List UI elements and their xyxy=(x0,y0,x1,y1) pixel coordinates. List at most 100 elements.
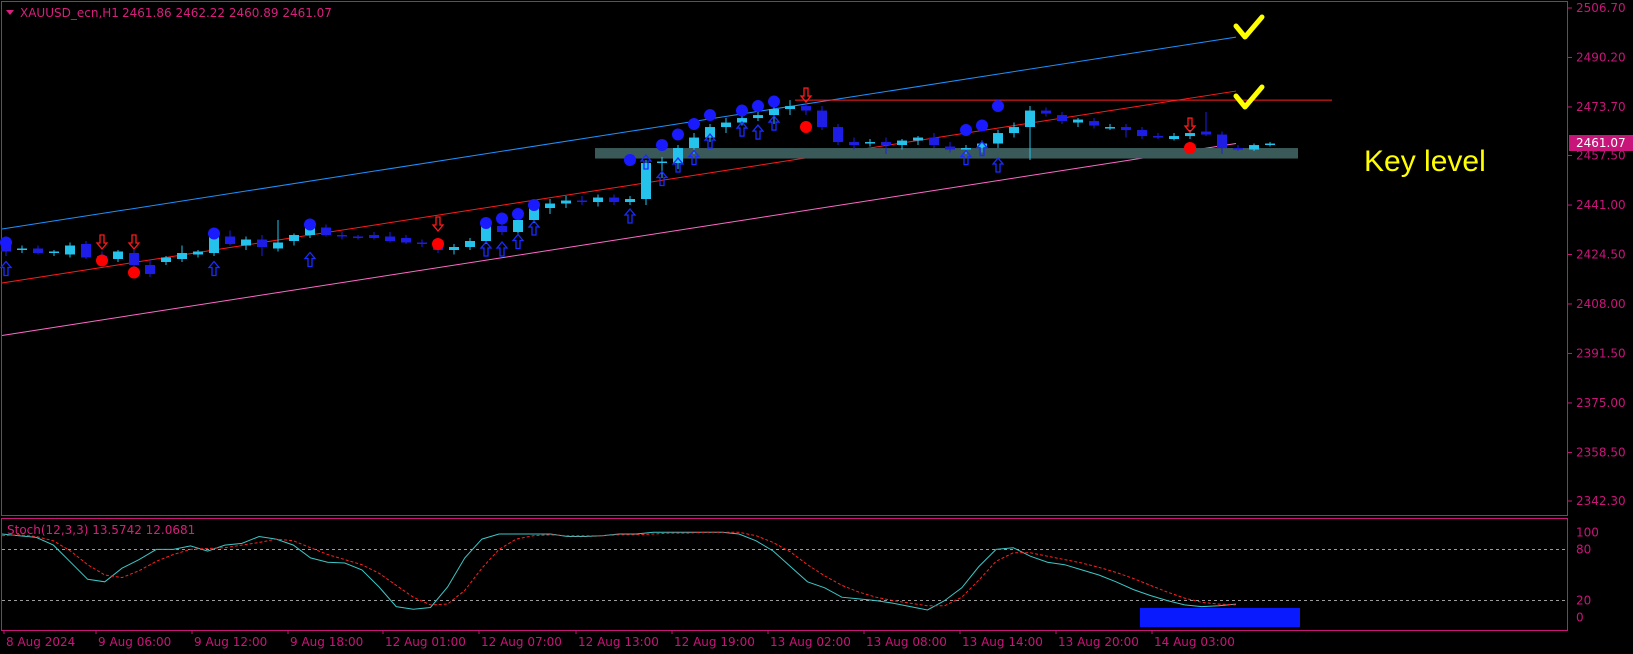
signal-dot xyxy=(736,104,748,117)
candle xyxy=(577,196,587,206)
stoch-tick-label: 80 xyxy=(1576,542,1591,556)
arrow-down-icon xyxy=(1183,117,1197,134)
signal-dot xyxy=(992,100,1004,113)
checkmark-icon xyxy=(1233,84,1265,110)
time-tick-label: 13 Aug 14:00 xyxy=(962,635,1043,649)
arrow-up-icon xyxy=(207,260,221,277)
candle xyxy=(1153,133,1163,140)
signal-dot xyxy=(672,128,684,141)
candlestick-series xyxy=(1,100,1275,277)
candle xyxy=(1121,124,1131,138)
candle xyxy=(737,115,747,126)
time-axis: 8 Aug 2024 9 Aug 06:00 9 Aug 12:00 9 Aug 18… xyxy=(3,630,1235,649)
candle xyxy=(145,258,155,277)
candle xyxy=(721,118,731,134)
candle xyxy=(17,245,27,254)
candle xyxy=(849,137,859,150)
candle xyxy=(449,244,459,255)
candle xyxy=(641,160,651,206)
candle xyxy=(321,224,331,237)
arrow-up-icon xyxy=(959,149,973,166)
candle xyxy=(241,236,251,251)
candle xyxy=(545,199,555,215)
signal-dot xyxy=(752,100,764,113)
signal-dot xyxy=(480,217,492,230)
candle xyxy=(833,124,843,146)
time-tick-label: 12 Aug 19:00 xyxy=(674,635,755,649)
signal-dot xyxy=(528,199,540,212)
candle xyxy=(225,230,235,246)
current-price-tag xyxy=(1569,135,1633,151)
time-tick-label: 8 Aug 2024 xyxy=(6,635,75,649)
price-tick-label: 2375.00 xyxy=(1576,396,1626,410)
arrow-up-icon xyxy=(623,207,637,224)
arrow-up-icon xyxy=(767,115,781,131)
arrow-up-icon xyxy=(687,149,701,166)
candle xyxy=(913,136,923,146)
candle xyxy=(1233,145,1243,152)
arrow-up-icon xyxy=(975,140,989,157)
candle xyxy=(81,241,91,259)
time-tick-label: 14 Aug 03:00 xyxy=(1154,635,1235,649)
candle xyxy=(881,137,891,155)
arrow-down-icon xyxy=(431,216,445,233)
candle xyxy=(353,235,363,240)
time-tick-label: 9 Aug 12:00 xyxy=(194,635,267,649)
time-tick-label: 13 Aug 02:00 xyxy=(770,635,851,649)
candle xyxy=(753,112,763,122)
signal-dot xyxy=(304,218,316,231)
candle xyxy=(1201,112,1211,137)
candle xyxy=(337,232,347,240)
time-tick-label: 13 Aug 08:00 xyxy=(866,635,947,649)
candle xyxy=(561,196,571,209)
signal-dot xyxy=(656,139,668,152)
ohlc-readout: 2461.86 2462.22 2460.89 2461.07 xyxy=(122,6,332,20)
triangle-down-icon[interactable] xyxy=(6,10,14,15)
candle xyxy=(1217,131,1227,155)
arrow-up-icon xyxy=(0,260,13,277)
candle xyxy=(1249,143,1259,152)
price-tick-label: 2342.30 xyxy=(1576,494,1626,508)
candle xyxy=(1009,122,1019,138)
arrow-up-icon xyxy=(671,157,685,173)
candle xyxy=(161,255,171,265)
signal-dot xyxy=(512,208,524,221)
candle xyxy=(417,239,427,248)
channel-line-upper xyxy=(1,36,1237,230)
candle xyxy=(385,232,395,243)
arrow-down-icon xyxy=(95,234,109,251)
candle xyxy=(865,139,875,147)
price-tick-label: 2391.50 xyxy=(1576,346,1626,360)
arrow-up-icon xyxy=(303,251,317,268)
signal-dot xyxy=(0,236,12,249)
candle xyxy=(609,194,619,206)
signal-dot xyxy=(432,238,444,251)
candle xyxy=(1041,107,1051,117)
candle xyxy=(1057,112,1067,125)
candle xyxy=(785,100,795,116)
signal-dot xyxy=(960,124,972,137)
price-tick-label: 2441.00 xyxy=(1576,198,1626,212)
price-tick-label: 2506.70 xyxy=(1576,1,1626,15)
price-tick-label: 2424.50 xyxy=(1576,248,1626,262)
candle xyxy=(33,245,43,255)
signal-dot xyxy=(704,109,716,122)
stoch-signal-line xyxy=(1,531,1237,607)
stoch-axis: 100 80 20 0 xyxy=(1576,525,1599,624)
time-tick-label: 9 Aug 06:00 xyxy=(98,635,171,649)
price-axis: 2506.70 2490.20 2473.70 2457.50 2441.00 2424.… xyxy=(1567,1,1626,508)
price-tick-label: 2358.50 xyxy=(1576,445,1626,459)
candle xyxy=(465,238,475,251)
signal-dot xyxy=(624,154,636,167)
time-tick-label: 13 Aug 20:00 xyxy=(1058,635,1139,649)
price-tick-label: 2457.50 xyxy=(1576,149,1626,163)
arrow-up-icon xyxy=(655,170,669,187)
time-tick-label: 9 Aug 18:00 xyxy=(290,635,363,649)
candle xyxy=(801,103,811,116)
candle xyxy=(993,130,1003,149)
arrow-up-icon xyxy=(527,219,541,236)
candle xyxy=(49,250,59,256)
price-tick-label: 2408.00 xyxy=(1576,297,1626,311)
